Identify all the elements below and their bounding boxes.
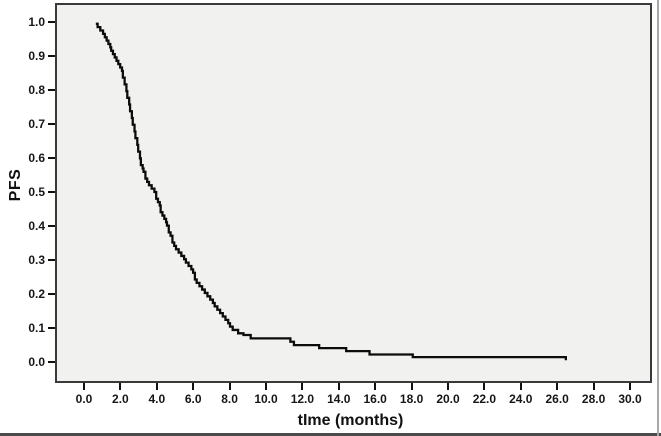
y-tick-mark <box>48 157 55 159</box>
x-tick-label: 0.0 <box>75 392 93 406</box>
x-tick-mark <box>447 383 449 390</box>
y-tick-mark <box>48 21 55 23</box>
y-tick-label: 0.1 <box>28 321 45 335</box>
x-tick-label: 8.0 <box>221 392 238 406</box>
x-tick-mark <box>155 383 158 390</box>
y-tick-mark <box>48 361 55 363</box>
x-tick-mark <box>301 383 304 390</box>
x-tick-label: 14.0 <box>327 392 351 406</box>
x-tick-mark <box>483 383 486 390</box>
x-tick-label: 16.0 <box>363 392 387 406</box>
y-tick-mark <box>48 55 55 57</box>
x-tick-label: 24.0 <box>509 392 533 406</box>
x-tick-label: 20.0 <box>436 392 460 406</box>
x-axis-title: tIme (months) <box>297 412 404 429</box>
y-tick-label: 0.5 <box>28 185 45 199</box>
x-tick-label: 4.0 <box>148 392 166 406</box>
x-tick-label: 12.0 <box>290 392 315 406</box>
x-tick-mark <box>374 383 377 390</box>
y-tick-label: 0.6 <box>28 151 45 165</box>
x-tick-mark <box>556 383 559 390</box>
y-tick-mark <box>48 123 55 125</box>
x-tick-mark <box>629 383 631 390</box>
x-tick-label: 2.0 <box>112 392 129 406</box>
y-tick-label: 0.7 <box>28 117 45 131</box>
x-tick-label: 18.0 <box>399 392 424 406</box>
x-tick-mark <box>337 383 340 390</box>
x-tick-label: 6.0 <box>184 392 202 406</box>
x-tick-mark <box>119 383 122 390</box>
y-axis-title: PFS <box>7 168 24 202</box>
y-tick-mark <box>48 89 55 91</box>
x-tick-label: 30.0 <box>618 392 642 406</box>
y-tick-label: 0.4 <box>28 219 45 233</box>
survival-curve-svg <box>95 22 567 361</box>
y-tick-mark <box>48 191 55 193</box>
x-tick-label: 28.0 <box>581 392 606 406</box>
y-tick-label: 0.3 <box>28 253 45 267</box>
x-tick-mark <box>519 383 522 390</box>
x-tick-label: 26.0 <box>545 392 569 406</box>
y-tick-label: 0.9 <box>28 49 45 63</box>
y-tick-mark <box>48 259 55 261</box>
x-tick-label: 22.0 <box>472 392 497 406</box>
y-tick-mark <box>48 225 55 227</box>
y-tick-label: 0.0 <box>28 355 45 369</box>
x-tick-mark <box>592 383 595 390</box>
x-tick-mark <box>265 383 267 390</box>
y-tick-label: 0.8 <box>28 83 45 97</box>
plot-area <box>55 3 652 383</box>
x-tick-label: 10.0 <box>254 392 278 406</box>
figure-right-border <box>657 0 659 436</box>
x-tick-mark <box>83 383 85 390</box>
y-tick-label: 1.0 <box>28 15 45 29</box>
x-tick-mark <box>192 383 195 390</box>
x-tick-mark <box>410 383 413 390</box>
y-tick-mark <box>48 293 55 295</box>
pfs-step-curve <box>95 22 567 361</box>
figure-bottom-border <box>0 433 661 436</box>
y-tick-label: 0.2 <box>28 287 45 301</box>
y-tick-mark <box>48 327 55 329</box>
x-tick-mark <box>228 383 231 390</box>
